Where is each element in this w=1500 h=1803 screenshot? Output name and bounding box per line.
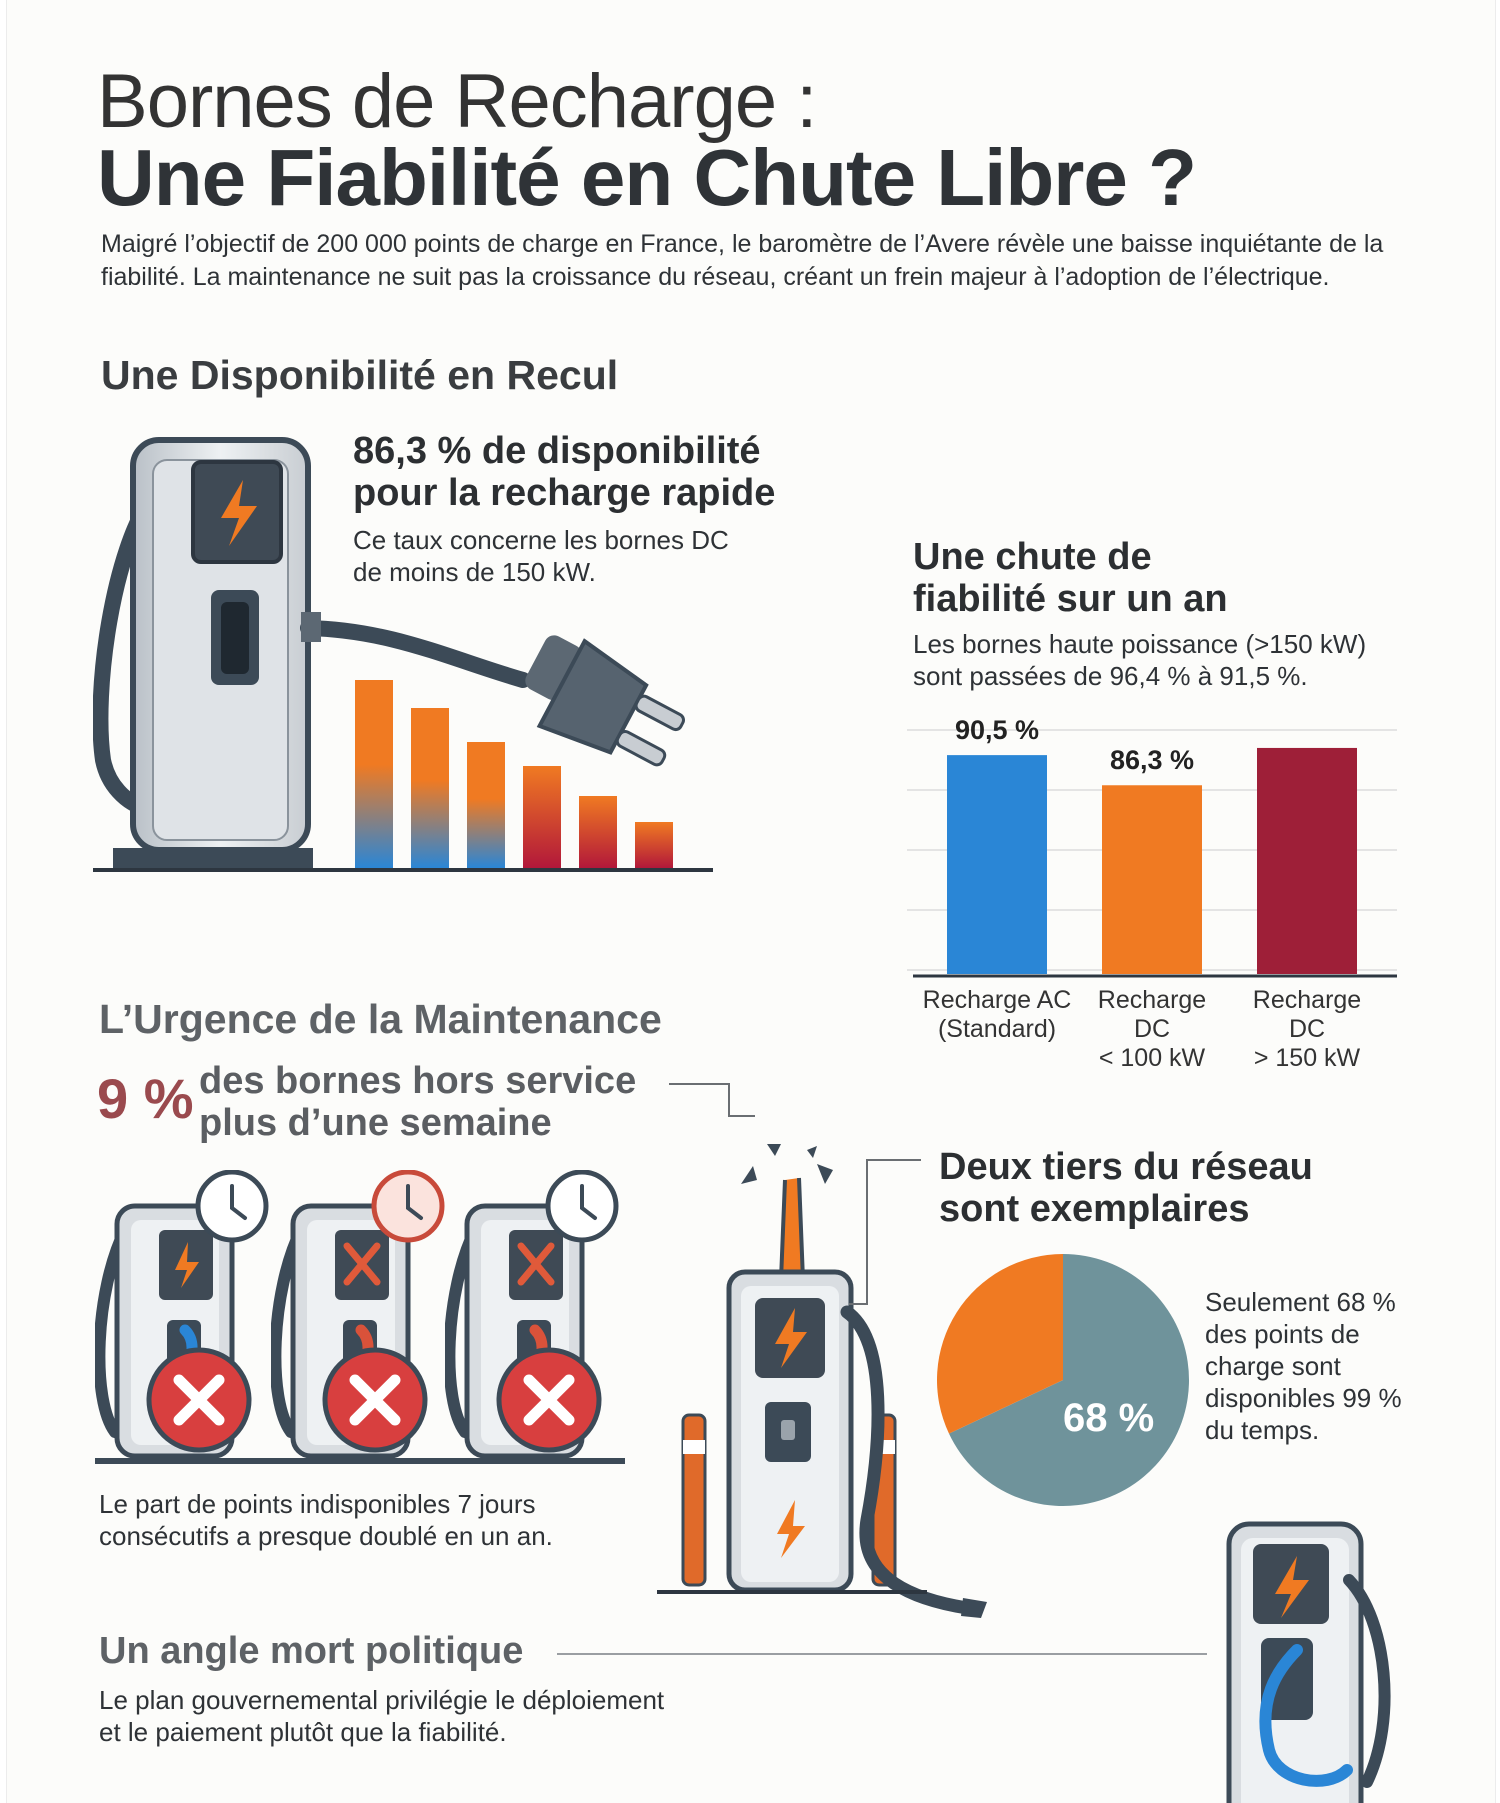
bar-1 [947, 755, 1047, 974]
category-label: Recharge DC < 100 kW [1097, 986, 1207, 1072]
intro-text: Maigré l’objectif de 200 000 points de c… [101, 230, 1384, 291]
bar-3 [1257, 747, 1357, 974]
callout-line [669, 1083, 755, 1117]
bar-data-label: 86,3 % [1109, 745, 1195, 776]
pie-slice-available [948, 1254, 1189, 1506]
maintenance-heading: L’Urgence de la Maintenance [99, 996, 662, 1042]
bar-2 [1102, 785, 1202, 974]
working-charger-icon [1226, 1521, 1391, 1803]
drop-desc: Les bornes haute poissance (>150 kW) son… [913, 629, 1367, 691]
availability-stat-desc: Ce taux concerne les bornes DC de moins … [353, 525, 729, 587]
clock-icon [195, 1170, 269, 1243]
plug-icon [525, 635, 685, 767]
drop-title: Une chute de fiabilité sur un an [913, 536, 1228, 620]
availability-heading: Une Disponibilité en Recul [101, 352, 619, 398]
network-pie-chart [937, 1254, 1189, 1506]
reliability-bar-chart [907, 729, 1397, 978]
pie-value-label: 68 % [1063, 1396, 1155, 1440]
charging-station-icon [93, 437, 713, 872]
lightning-icon [1275, 1556, 1309, 1618]
bar-data-label: 90,5 % [954, 715, 1040, 746]
category-label: Recharge DC > 150 kW [1252, 986, 1362, 1072]
policy-desc: Le plan gouvernemental privilégie le dép… [99, 1685, 665, 1747]
broken-charger-icon [657, 1144, 987, 1618]
infographic-page: Bornes de Recharge : Une Fiabilité en Ch… [6, 0, 1496, 1803]
network-title: Deux tiers du réseau sont exemplaires [939, 1146, 1313, 1230]
maintenance-stat-value: 9 % [97, 1067, 194, 1130]
policy-divider [557, 1653, 1207, 1655]
page-title-line1: Bornes de Recharge : [97, 59, 817, 144]
category-label: Recharge AC (Standard) [922, 986, 1072, 1043]
network-desc: Seulement 68 % des points de charge sont… [1205, 1287, 1402, 1445]
charger-3 [445, 1170, 619, 1459]
maintenance-stat-label: des bornes hors service plus d’une semai… [199, 1060, 637, 1144]
pie-slice-other [937, 1254, 1063, 1434]
availability-stat-title: 86,3 % de disponibilité pour la recharge… [353, 430, 776, 514]
policy-heading: Un angle mort politique [99, 1630, 524, 1672]
network-callout-line [849, 1159, 921, 1305]
maintenance-desc: Le part de points indisponibles 7 jours … [99, 1489, 553, 1551]
page-title-line2: Une Fiabilité en Chute Libre ? [97, 133, 1197, 222]
charger-2 [271, 1170, 445, 1459]
out-of-service-chargers-icon [95, 1170, 625, 1464]
